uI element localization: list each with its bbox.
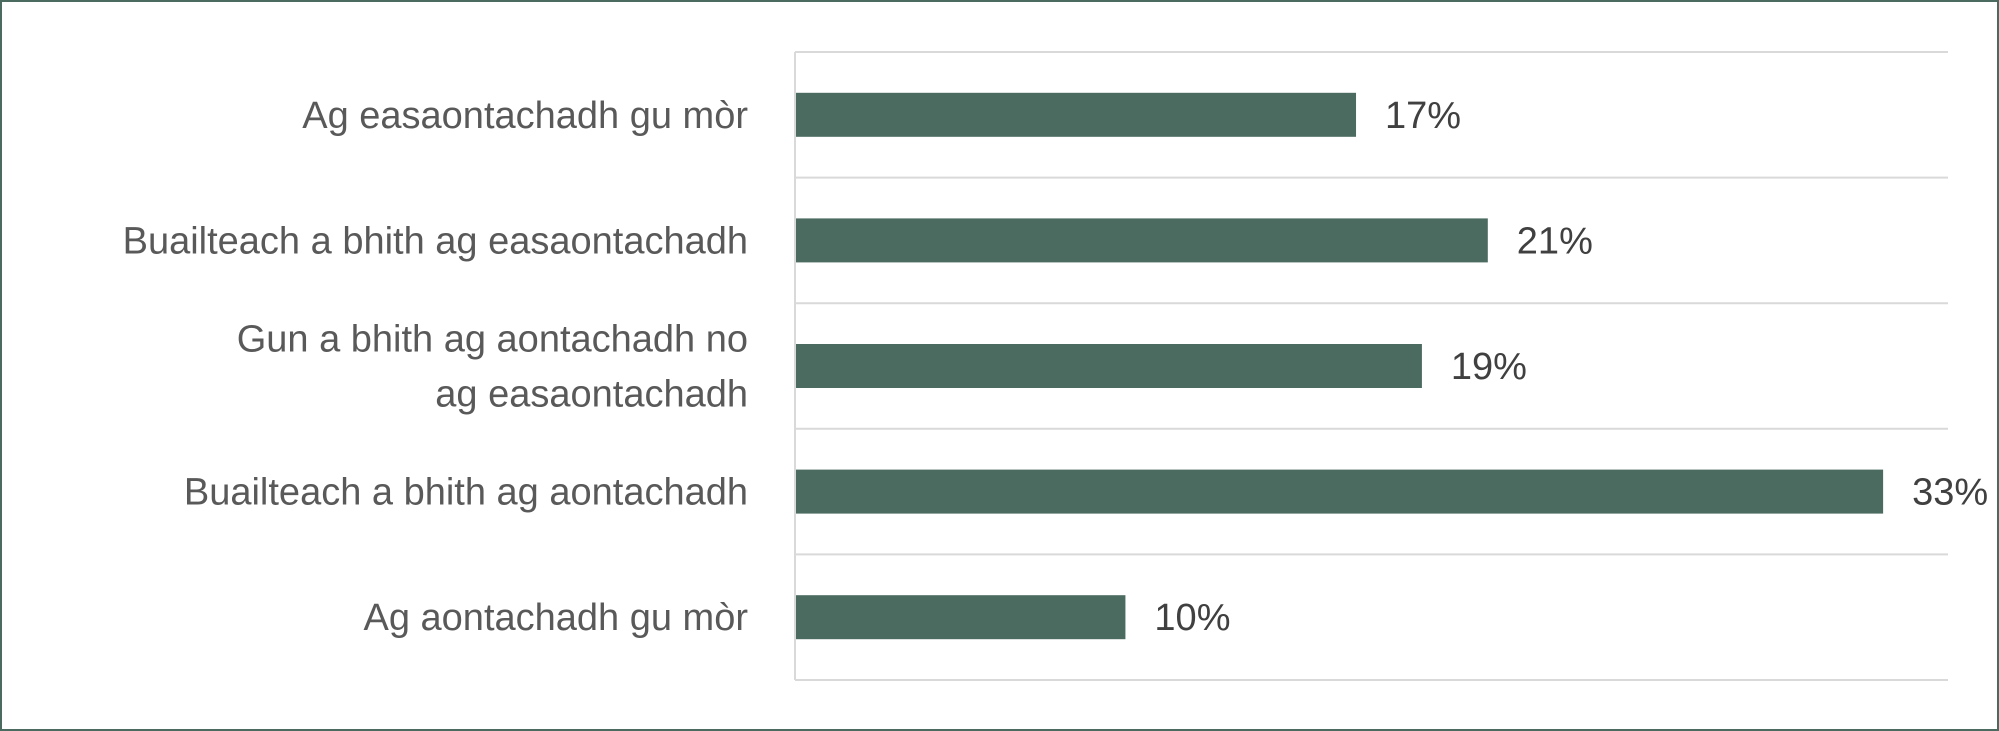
gridlines xyxy=(794,51,1948,681)
category-label-2: Buailteach a bhith ag easaontachadh xyxy=(123,220,748,262)
bar-2 xyxy=(796,218,1488,263)
category-label-3: Gun a bhith ag aontachadh no ag easaontac… xyxy=(237,319,748,416)
data-label-4: 33% xyxy=(1912,472,1988,514)
data-label-1: 17% xyxy=(1385,95,1461,137)
bar-1 xyxy=(796,92,1357,137)
category-label-1: Ag easaontachadh gu mòr xyxy=(302,95,748,137)
bar-5 xyxy=(796,595,1126,640)
data-label-3: 19% xyxy=(1451,346,1527,388)
bar-3 xyxy=(796,344,1422,388)
bar-4 xyxy=(796,469,1884,514)
category-label-4: Buailteach a bhith ag aontachadh xyxy=(184,472,748,514)
data-labels: 17% 21% 19% 33% 10% xyxy=(1154,95,1988,639)
category-label-5: Ag aontachadh gu mòr xyxy=(364,597,749,639)
data-label-5: 10% xyxy=(1154,597,1230,639)
bars xyxy=(796,92,1884,640)
category-labels: Ag easaontachadh gu mòr Buailteach a bhit… xyxy=(123,95,749,639)
data-label-2: 21% xyxy=(1517,220,1593,262)
